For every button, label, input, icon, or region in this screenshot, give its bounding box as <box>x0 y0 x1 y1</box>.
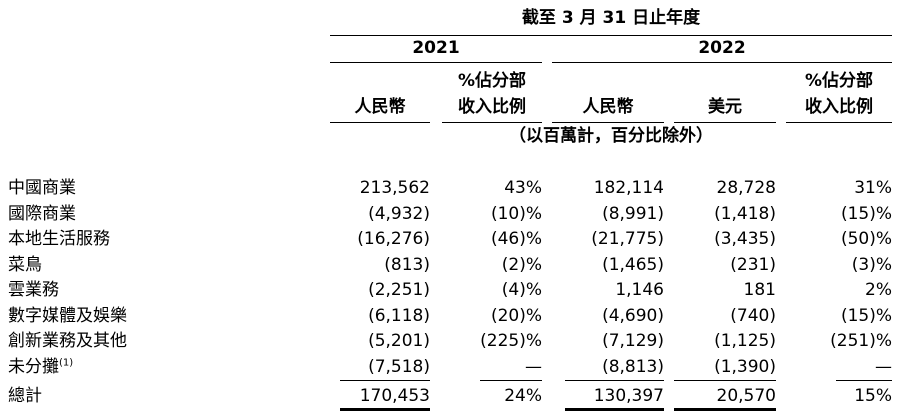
cell-usd2022: 28,728 <box>716 178 776 198</box>
row-label-text: 菜鳥 <box>8 255 42 275</box>
cell-pct2022: (50)% <box>840 229 892 249</box>
cell-rmb2021: (7,518) <box>368 357 430 377</box>
cell-pct2022: (15)% <box>840 204 892 224</box>
total-pct-2022: 15% <box>854 386 892 406</box>
col-pct-2021-line2: 收入比例 <box>458 97 526 117</box>
year-2022-rule <box>552 62 892 63</box>
cell-rmb2022: (1,465) <box>602 255 664 275</box>
cell-usd2022: (1,418) <box>714 204 776 224</box>
col-rule <box>330 122 430 123</box>
cell-usd2022: (3,435) <box>714 229 776 249</box>
cell-rmb2021: (813) <box>384 255 430 275</box>
row-label: 中國商業 <box>8 178 76 198</box>
row-label-text: 數字媒體及娛樂 <box>8 306 127 326</box>
cell-rmb2022: 1,146 <box>615 280 664 300</box>
col-rule <box>442 122 542 123</box>
row-label-text: 中國商業 <box>8 178 76 198</box>
cell-pct2021: (2)% <box>501 255 542 275</box>
year-2021-rule <box>330 62 542 63</box>
row-label: 菜鳥 <box>8 255 42 275</box>
cell-rmb2021: 213,562 <box>359 178 430 198</box>
row-label-text: 未分攤 <box>8 357 59 377</box>
subtotal-rule <box>836 380 892 381</box>
col-rmb-2022: 人民幣 <box>582 97 634 117</box>
total-usd-2022: 20,570 <box>716 386 776 406</box>
row-label-text: 創新業務及其他 <box>8 331 127 351</box>
subtotal-rule <box>674 380 776 381</box>
cell-pct2022: 31% <box>854 178 892 198</box>
col-pct-2022-line1: %佔分部 <box>804 71 874 91</box>
row-label: 本地生活服務 <box>8 229 110 249</box>
row-label: 創新業務及其他 <box>8 331 127 351</box>
cell-usd2022: 181 <box>743 280 776 300</box>
row-label-text: 本地生活服務 <box>8 229 110 249</box>
cell-rmb2021: (5,201) <box>368 331 430 351</box>
subtotal-rule <box>565 380 664 381</box>
cell-pct2022: (251)% <box>830 331 892 351</box>
cell-pct2021: (4)% <box>501 280 542 300</box>
col-pct-2022-line2: 收入比例 <box>805 97 873 117</box>
col-pct-2021-line1: %佔分部 <box>457 71 527 91</box>
cell-pct2021: (20)% <box>490 306 542 326</box>
row-label: 雲業務 <box>8 280 59 300</box>
cell-usd2022: (1,390) <box>714 357 776 377</box>
total-rmb-2022: 130,397 <box>593 386 664 406</box>
col-usd-2022: 美元 <box>708 97 742 117</box>
col-rule <box>552 122 664 123</box>
cell-pct2021: (46)% <box>490 229 542 249</box>
cell-usd2022: (740) <box>730 306 776 326</box>
period-heading: 截至 3 月 31 日止年度 <box>521 8 701 28</box>
total-double-rule <box>565 408 664 411</box>
unit-note: （以百萬計，百分比除外） <box>509 126 713 146</box>
cell-rmb2021: (16,276) <box>357 229 430 249</box>
cell-rmb2022: (7,129) <box>602 331 664 351</box>
year-2022-heading: 2022 <box>698 38 746 58</box>
cell-pct2022: — <box>875 357 892 377</box>
cell-pct2022: (3)% <box>851 255 892 275</box>
row-label: 國際商業 <box>8 204 76 224</box>
cell-rmb2021: (4,932) <box>368 204 430 224</box>
row-label-text: 雲業務 <box>8 280 59 300</box>
row-label: 未分攤(1) <box>8 357 73 377</box>
cell-rmb2022: (8,813) <box>602 357 664 377</box>
subtotal-rule <box>480 380 542 381</box>
row-label: 數字媒體及娛樂 <box>8 306 127 326</box>
cell-pct2021: — <box>525 357 542 377</box>
col-rmb-2021: 人民幣 <box>354 97 406 117</box>
cell-pct2021: 43% <box>504 178 542 198</box>
col-rule <box>674 122 776 123</box>
col-rule <box>786 122 892 123</box>
subtotal-rule <box>340 380 430 381</box>
cell-pct2022: 2% <box>865 280 892 300</box>
cell-rmb2021: (6,118) <box>368 306 430 326</box>
cell-usd2022: (231) <box>730 255 776 275</box>
cell-rmb2022: 182,114 <box>593 178 664 198</box>
cell-rmb2021: (2,251) <box>368 280 430 300</box>
cell-usd2022: (1,125) <box>714 331 776 351</box>
total-double-rule <box>674 408 776 411</box>
total-rmb-2021: 170,453 <box>359 386 430 406</box>
year-2021-heading: 2021 <box>412 38 460 58</box>
cell-pct2021: (225)% <box>480 331 542 351</box>
total-pct-2021: 24% <box>504 386 542 406</box>
cell-pct2022: (15)% <box>840 306 892 326</box>
cell-pct2021: (10)% <box>490 204 542 224</box>
cell-rmb2022: (21,775) <box>591 229 664 249</box>
cell-rmb2022: (8,991) <box>602 204 664 224</box>
cell-rmb2022: (4,690) <box>602 306 664 326</box>
total-label: 總計 <box>8 386 42 406</box>
period-rule <box>330 35 892 36</box>
row-label-text: 國際商業 <box>8 204 76 224</box>
total-double-rule <box>340 408 430 411</box>
footnote-marker: (1) <box>59 357 74 369</box>
